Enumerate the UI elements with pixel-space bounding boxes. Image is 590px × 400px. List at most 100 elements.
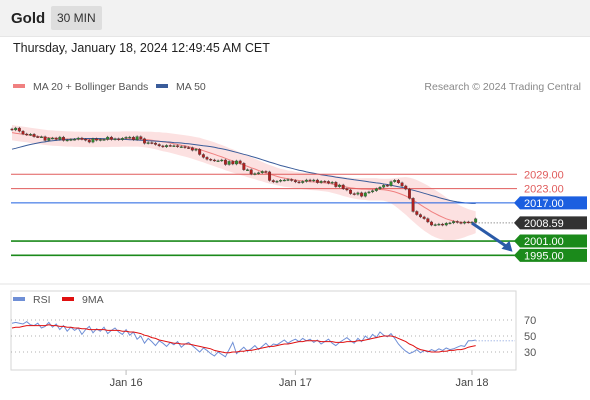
candle [448, 221, 452, 225]
candle [176, 144, 180, 148]
candle-body [341, 184, 345, 189]
rsi-level-label: 50 [524, 331, 536, 343]
candle-body [260, 171, 264, 173]
candle [312, 178, 316, 183]
candle-body [87, 140, 91, 143]
candle-body [21, 130, 25, 135]
candle [80, 136, 84, 141]
candle-body [433, 224, 437, 226]
candle-body [73, 139, 77, 141]
candle-body [91, 138, 95, 143]
candle-body [95, 138, 99, 141]
candle [356, 191, 360, 196]
candle [385, 184, 389, 187]
candle [25, 132, 29, 136]
candle [209, 158, 213, 162]
candle [62, 135, 65, 142]
candle-body [286, 179, 290, 181]
candle [98, 138, 102, 142]
candle-body [275, 181, 279, 183]
candle [378, 185, 382, 191]
candle [437, 222, 441, 226]
candle [131, 135, 135, 141]
candle-body [179, 146, 183, 148]
candle-body [356, 192, 360, 195]
candle-body [102, 139, 106, 141]
candle [32, 133, 36, 138]
candle-body [404, 185, 408, 190]
candle [172, 144, 176, 147]
level-pill [514, 248, 587, 262]
candle-body [389, 181, 393, 186]
candle [58, 135, 62, 141]
candle-body [441, 223, 445, 226]
candle [14, 126, 18, 132]
level-label: 2008.59 [524, 218, 564, 230]
candle-body [466, 221, 470, 224]
candles [10, 126, 478, 227]
candle-body [28, 134, 32, 136]
candle-body [139, 136, 143, 139]
level-pill [514, 234, 587, 248]
candle-body [396, 180, 400, 184]
x-tick-label: Jan 17 [279, 377, 312, 389]
candle-body [161, 145, 165, 148]
candle-body [374, 188, 378, 191]
candle-body [334, 181, 338, 187]
candle-body [385, 185, 389, 187]
candle-body [212, 159, 216, 162]
candle [382, 184, 386, 189]
candle [168, 144, 172, 147]
candle-body [172, 145, 176, 147]
candle [323, 179, 327, 183]
candle [220, 158, 224, 162]
candle [308, 178, 312, 183]
candle-body [367, 191, 371, 194]
candle [349, 188, 353, 195]
candle-body [352, 193, 356, 195]
candle-body [301, 181, 305, 183]
price-legend: MA 20 + Bollinger Bands MA 50 [13, 81, 206, 93]
candle [17, 126, 21, 133]
candle-body [330, 181, 334, 184]
candle [264, 170, 268, 174]
candle-body [69, 139, 73, 141]
chart-header: Gold 30 MIN [0, 0, 590, 37]
candle-body [315, 179, 319, 183]
candle-body [271, 180, 275, 183]
candle-body [242, 163, 246, 170]
candle-body [32, 134, 36, 137]
candle [290, 178, 294, 182]
candle-body [293, 180, 297, 183]
candle-body [14, 127, 18, 131]
candle-body [131, 136, 135, 140]
candle-body [216, 160, 220, 162]
candle-body [238, 160, 242, 164]
symbol-title: Gold [11, 10, 46, 27]
candle-body [308, 179, 312, 182]
legend-swatch [13, 297, 25, 301]
candle [404, 184, 408, 191]
candle-body [194, 149, 198, 151]
candle [165, 144, 169, 149]
candle-body [290, 179, 294, 181]
candle [327, 180, 330, 185]
candle-body [253, 173, 257, 175]
candle [120, 137, 124, 141]
candle-body [474, 218, 478, 223]
candle [154, 141, 157, 146]
candle-body [47, 138, 51, 141]
level-label: 2001.00 [524, 236, 564, 248]
candle [194, 148, 198, 152]
candle [389, 180, 393, 187]
candle [444, 221, 448, 227]
candle-body [363, 192, 367, 197]
candle [124, 136, 128, 140]
candle [463, 220, 467, 225]
candle [297, 180, 301, 184]
candle [430, 220, 433, 227]
timeframe-badge[interactable]: 30 MIN [51, 6, 102, 30]
candle-body [10, 128, 14, 131]
candle [407, 187, 411, 200]
forecast-arrow-head [501, 240, 513, 252]
